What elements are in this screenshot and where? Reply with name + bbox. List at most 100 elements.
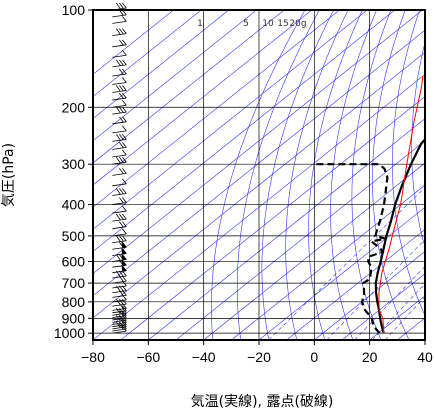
wind-barb-staff [112,104,127,108]
wind-barb-staff [112,275,127,279]
isotherm-line [93,10,257,142]
mixing-ratio-label: 10 [262,19,274,29]
dry-adiabat-line [330,10,377,340]
wind-barb-staff [112,173,127,176]
wind-barb-feather [116,188,121,195]
wind-barb [112,125,127,134]
wind-barb-feather [119,68,124,75]
isotherm-line [93,29,425,297]
wind-barb-feather [119,168,124,175]
wind-barb-staff [112,317,127,321]
wind-barb [112,241,127,250]
wind-barb-staff [112,154,127,158]
wind-barb [112,39,127,48]
wind-barb-staff [112,202,127,205]
wind-barb-staff [112,20,127,24]
dewpoint-line [315,163,389,334]
dry-adiabat-line [411,41,425,249]
isotherm-line [93,10,368,230]
wind-barb-feather [116,28,121,35]
wind-barb-feather [122,259,127,266]
wind-barb-staff [112,324,127,328]
wind-barb-feather [122,116,127,123]
wind-barb [112,235,127,244]
wind-barb-feather [119,106,124,113]
wind-barb-staff [112,33,127,36]
y-tick-label: 1000 [54,325,85,341]
wind-barb-staff [112,307,127,311]
wind-barb [112,264,127,274]
dry-adiabat-line [211,10,306,340]
x-tick-label: 40 [417,349,433,365]
wind-barb [112,197,127,205]
mixing-ratio-line [371,283,425,340]
y-tick-label: 500 [62,228,86,244]
wind-barb-pennant [121,241,127,249]
wind-barb-feather [119,39,124,46]
wind-barb-staff [112,218,127,222]
dry-adiabat-line [392,10,425,317]
wind-barb [112,116,127,125]
dry-adiabat-line [261,10,334,340]
wind-barb-feather [116,213,121,221]
wind-barb-staff [112,54,127,58]
wind-barb [112,228,127,237]
y-tick-label: 800 [62,294,86,310]
wind-barb-staff [112,97,127,101]
wind-barb-staff [112,73,127,77]
wind-barb-feather [122,92,127,99]
wind-barb-staff [112,233,127,237]
wind-barb [112,149,127,158]
mixing-ratio-label: 20g [289,19,306,29]
wind-barb-feather [122,248,127,254]
dry-adiabat-line [351,10,392,340]
y-tick-label: 700 [62,275,86,291]
mixing-ratio-labels: 1 5 10 15 20g [197,19,306,29]
y-tick-label: 600 [62,253,86,269]
wind-barb-staff [112,299,127,303]
wind-barb [112,28,127,36]
y-tick-label: 400 [62,197,86,213]
wind-barb-feather [116,314,121,322]
isotherm-line [93,10,313,186]
mixing-ratio-label: 15 [277,19,288,29]
wind-barb-feather [122,134,127,140]
dry-adiabat-line [430,10,435,340]
axis-ticks: −80 −60 −40 −20 0 20 40 100 200 300 400 500 600 700 80… [54,2,433,365]
wind-barb-staff [112,315,127,318]
wind-barb-feather [122,275,127,282]
wind-barbs [112,2,127,334]
wind-barb-feather [119,28,124,35]
wind-barb-feather [122,85,127,91]
wind-barb-feather [119,235,124,242]
wind-barb [112,321,127,330]
wind-barb-feather [119,321,124,328]
x-tick-label: 0 [310,349,318,365]
wind-barb [112,205,127,214]
isotherm-line [341,273,425,340]
wind-barb-pennant [121,264,127,272]
wind-barb-feather [122,39,127,46]
wind-barb-feather [116,2,121,10]
wind-barb-staff [112,294,127,298]
wind-barb [112,59,127,68]
wind-barb-feather [119,85,124,92]
wind-barb-feather [119,156,124,163]
wind-barb-staff [112,14,127,18]
temperature-line [374,137,425,334]
y-axis-label: 気圧(hPa) [1,143,17,207]
wind-barb-feather [119,197,124,204]
grid [93,10,425,340]
x-tick-label: −20 [247,349,271,365]
isotherm-line [424,339,425,340]
wind-barb-pennant [121,253,127,261]
wind-barb-feather [122,205,127,212]
wind-barb-staff [112,210,127,214]
wind-barb-staff [112,147,127,150]
dry-adiabat-line [308,10,363,340]
mixing-ratio-label: 5 [243,19,249,29]
wind-barb-feather [116,307,121,315]
isotherm-line [93,51,425,319]
wind-barb-staff [112,326,127,330]
wind-barb-feather [119,134,124,141]
